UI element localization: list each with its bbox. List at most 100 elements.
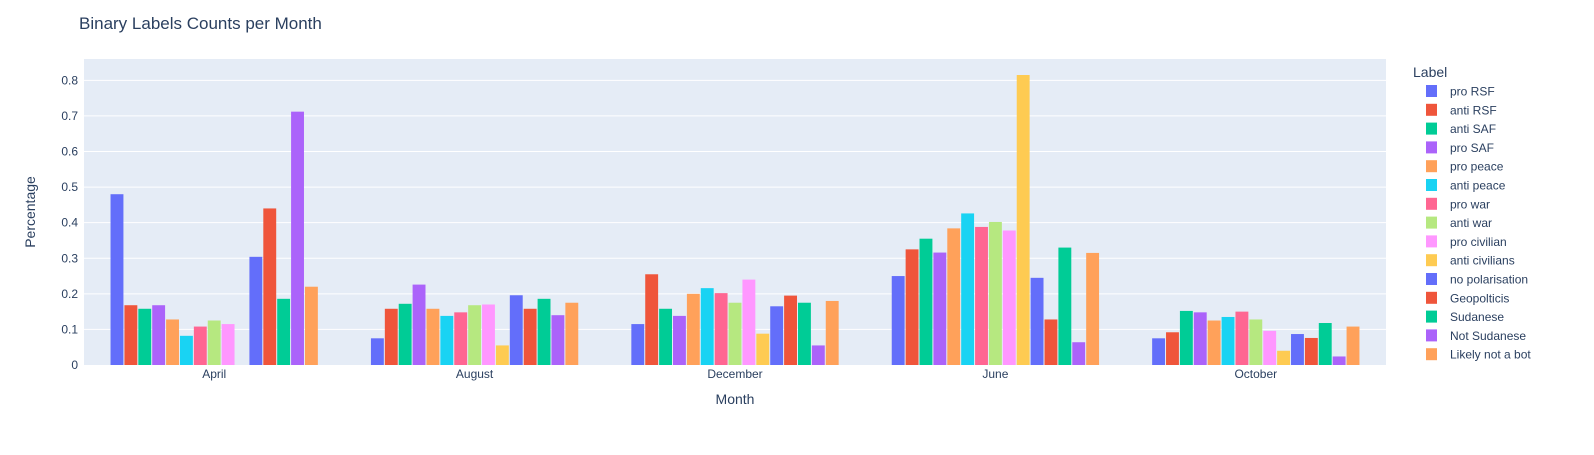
legend-item[interactable]: Not Sudanese xyxy=(1426,329,1526,343)
bar[interactable] xyxy=(961,213,975,365)
bar[interactable] xyxy=(659,308,673,365)
bar[interactable] xyxy=(426,308,440,365)
bar[interactable] xyxy=(1193,312,1207,365)
bar[interactable] xyxy=(370,338,384,365)
bar[interactable] xyxy=(798,302,811,365)
bar[interactable] xyxy=(988,221,1002,365)
bar[interactable] xyxy=(509,295,523,365)
legend-item[interactable]: pro war xyxy=(1426,197,1490,211)
bar[interactable] xyxy=(1072,342,1086,365)
legend-swatch xyxy=(1426,122,1437,135)
legend-item[interactable]: pro SAF xyxy=(1426,141,1494,155)
y-tick-label: 0.1 xyxy=(61,322,78,336)
bar[interactable] xyxy=(1346,326,1360,365)
bar[interactable] xyxy=(1002,230,1016,366)
bar[interactable] xyxy=(1263,330,1277,365)
bar[interactable] xyxy=(468,305,482,365)
bar[interactable] xyxy=(221,324,235,365)
bar[interactable] xyxy=(1332,356,1346,365)
bar[interactable] xyxy=(166,319,179,365)
bar[interactable] xyxy=(1058,247,1072,365)
legend-item[interactable]: pro civilian xyxy=(1426,235,1507,249)
bar[interactable] xyxy=(1179,310,1193,365)
bar[interactable] xyxy=(1152,338,1166,365)
legend-item[interactable]: anti SAF xyxy=(1426,122,1496,136)
bar[interactable] xyxy=(110,194,124,365)
bar[interactable] xyxy=(742,279,756,365)
bar[interactable] xyxy=(784,295,797,365)
bar[interactable] xyxy=(811,345,825,365)
bar[interactable] xyxy=(207,320,221,365)
bar[interactable] xyxy=(193,326,207,365)
legend-item[interactable]: anti war xyxy=(1426,216,1492,230)
bar[interactable] xyxy=(482,304,495,365)
bar[interactable] xyxy=(565,302,579,365)
legend-label: anti RSF xyxy=(1450,103,1497,117)
bar[interactable] xyxy=(152,305,166,365)
bar[interactable] xyxy=(263,208,277,365)
bar[interactable] xyxy=(1030,277,1044,365)
bar[interactable] xyxy=(523,308,537,365)
bar[interactable] xyxy=(398,303,412,365)
bar[interactable] xyxy=(304,286,318,365)
y-tick-label: 0 xyxy=(71,358,78,372)
bar[interactable] xyxy=(919,238,933,365)
bar[interactable] xyxy=(1221,316,1235,365)
legend-item[interactable]: Likely not a bot xyxy=(1426,348,1531,362)
bar[interactable] xyxy=(686,293,700,365)
bar[interactable] xyxy=(1016,75,1030,365)
bar[interactable] xyxy=(249,256,263,365)
legend-item[interactable]: anti peace xyxy=(1426,179,1506,193)
legend-item[interactable]: anti RSF xyxy=(1426,103,1497,117)
bar[interactable] xyxy=(412,284,426,365)
bar[interactable] xyxy=(537,298,551,365)
legend-swatch xyxy=(1426,197,1437,210)
bar[interactable] xyxy=(551,315,565,365)
bars xyxy=(110,75,1360,366)
bar[interactable] xyxy=(138,308,152,365)
bar[interactable] xyxy=(495,345,509,365)
legend-label: pro SAF xyxy=(1450,141,1494,155)
bar[interactable] xyxy=(1207,320,1221,365)
bar[interactable] xyxy=(1086,252,1100,365)
bar[interactable] xyxy=(947,228,961,365)
bar[interactable] xyxy=(631,324,645,365)
bar[interactable] xyxy=(454,312,468,365)
bar[interactable] xyxy=(1166,332,1179,365)
bar[interactable] xyxy=(179,335,193,365)
bar[interactable] xyxy=(124,305,138,365)
legend-label: pro war xyxy=(1450,197,1490,211)
bar[interactable] xyxy=(1304,337,1318,365)
bar[interactable] xyxy=(714,293,728,365)
bar[interactable] xyxy=(1318,323,1332,365)
legend-item[interactable]: anti civilians xyxy=(1426,254,1515,268)
bar[interactable] xyxy=(673,315,686,365)
y-tick-label: 0.8 xyxy=(61,73,78,87)
legend-item[interactable]: Geopolticis xyxy=(1426,291,1509,305)
legend-item[interactable]: no polarisation xyxy=(1426,273,1528,287)
bar[interactable] xyxy=(1277,350,1291,365)
bar[interactable] xyxy=(905,249,919,365)
bar[interactable] xyxy=(291,111,304,365)
bar[interactable] xyxy=(933,252,947,365)
bar[interactable] xyxy=(975,226,988,365)
bar[interactable] xyxy=(1291,334,1304,365)
legend-item[interactable]: pro peace xyxy=(1426,160,1504,174)
bar[interactable] xyxy=(700,288,714,365)
bar[interactable] xyxy=(825,300,839,365)
legend-item[interactable]: Sudanese xyxy=(1426,310,1504,324)
legend-item[interactable]: pro RSF xyxy=(1426,85,1495,99)
bar[interactable] xyxy=(277,298,291,365)
bar[interactable] xyxy=(645,274,659,365)
bar[interactable] xyxy=(440,315,454,365)
bar[interactable] xyxy=(891,276,905,365)
bar[interactable] xyxy=(728,302,742,365)
bar[interactable] xyxy=(1249,319,1263,365)
bar[interactable] xyxy=(770,306,784,365)
bar[interactable] xyxy=(1235,311,1249,365)
bar[interactable] xyxy=(1044,319,1058,365)
x-tick-label: April xyxy=(202,367,226,381)
legend-swatch xyxy=(1426,179,1437,191)
bar[interactable] xyxy=(756,333,770,365)
bar[interactable] xyxy=(384,308,398,365)
